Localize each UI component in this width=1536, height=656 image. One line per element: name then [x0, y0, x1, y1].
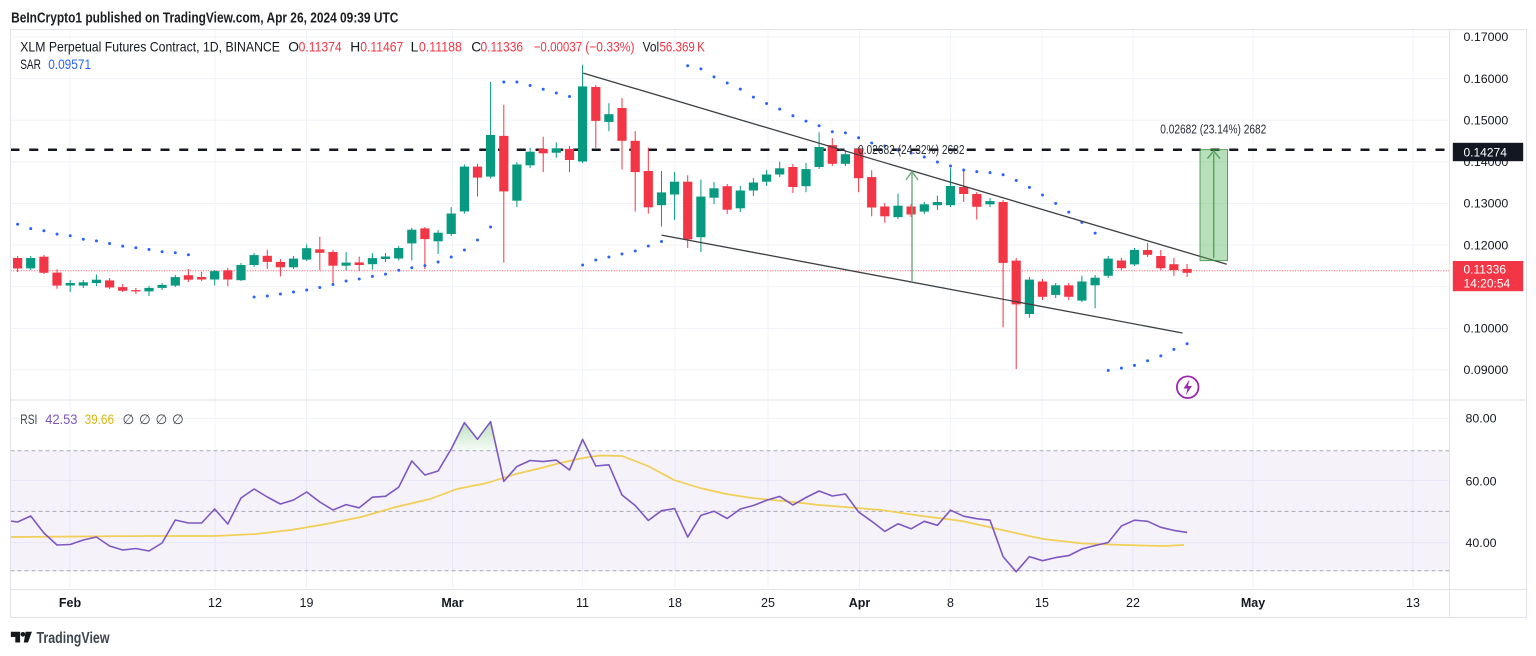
- svg-text:XLM Perpetual Futures Contract: XLM Perpetual Futures Contract, 1D, BINA…: [20, 39, 280, 54]
- svg-text:H: H: [350, 39, 360, 54]
- svg-text:22: 22: [1126, 596, 1140, 610]
- svg-text:0.11188: 0.11188: [419, 39, 462, 54]
- svg-text:14:20:54: 14:20:54: [1464, 277, 1511, 291]
- svg-text:0.10000: 0.10000: [1464, 322, 1509, 336]
- svg-text:56.369 K: 56.369 K: [660, 39, 706, 54]
- svg-text:0.11336: 0.11336: [1464, 263, 1507, 277]
- svg-text:0.02682 (24.32%) 2682: 0.02682 (24.32%) 2682: [858, 142, 965, 157]
- svg-text:Mar: Mar: [441, 596, 463, 610]
- svg-text:0.09000: 0.09000: [1464, 363, 1509, 377]
- svg-text:15: 15: [1035, 596, 1049, 610]
- svg-text:(−0.33%): (−0.33%): [585, 39, 634, 54]
- svg-text:0.11374: 0.11374: [299, 39, 342, 54]
- svg-text:0.14274: 0.14274: [1464, 145, 1508, 159]
- svg-text:RSI: RSI: [20, 412, 37, 427]
- svg-text:0.17000: 0.17000: [1464, 30, 1509, 44]
- svg-text:C: C: [471, 39, 481, 54]
- svg-text:Feb: Feb: [59, 596, 82, 610]
- svg-text:∅: ∅: [156, 412, 168, 427]
- svg-text:39.66: 39.66: [85, 412, 115, 427]
- svg-text:40.00: 40.00: [1466, 536, 1497, 550]
- svg-text:May: May: [1241, 596, 1265, 610]
- svg-text:∅: ∅: [123, 412, 135, 427]
- svg-text:∅: ∅: [172, 412, 184, 427]
- svg-text:8: 8: [947, 596, 954, 610]
- svg-text:0.12000: 0.12000: [1464, 238, 1509, 252]
- svg-text:18: 18: [668, 596, 682, 610]
- svg-text:Vol: Vol: [643, 39, 660, 54]
- svg-text:Apr: Apr: [849, 596, 871, 610]
- svg-text:TradingView: TradingView: [37, 630, 110, 647]
- svg-text:42.53: 42.53: [45, 412, 78, 427]
- svg-text:0.15000: 0.15000: [1464, 114, 1509, 128]
- svg-text:0.02682 (23.14%) 2682: 0.02682 (23.14%) 2682: [1160, 121, 1266, 136]
- svg-text:0.16000: 0.16000: [1464, 72, 1509, 86]
- svg-text:0.13000: 0.13000: [1464, 197, 1509, 211]
- svg-text:25: 25: [761, 596, 775, 610]
- svg-text:19: 19: [300, 596, 314, 610]
- svg-text:−0.00037: −0.00037: [534, 39, 583, 54]
- svg-text:∅: ∅: [139, 412, 151, 427]
- svg-text:0.09571: 0.09571: [48, 57, 91, 72]
- svg-text:80.00: 80.00: [1466, 412, 1497, 426]
- svg-text:SAR: SAR: [20, 57, 41, 72]
- svg-text:13: 13: [1406, 596, 1420, 610]
- svg-text:0.11467: 0.11467: [360, 39, 403, 54]
- svg-text:O: O: [288, 39, 299, 54]
- svg-text:60.00: 60.00: [1466, 475, 1497, 489]
- svg-text:12: 12: [208, 596, 222, 610]
- svg-text:BeInCrypto1 published on Tradi: BeInCrypto1 published on TradingView.com…: [11, 10, 398, 26]
- svg-text:L: L: [411, 39, 419, 54]
- svg-text:0.11336: 0.11336: [481, 39, 524, 54]
- svg-text:11: 11: [576, 596, 589, 610]
